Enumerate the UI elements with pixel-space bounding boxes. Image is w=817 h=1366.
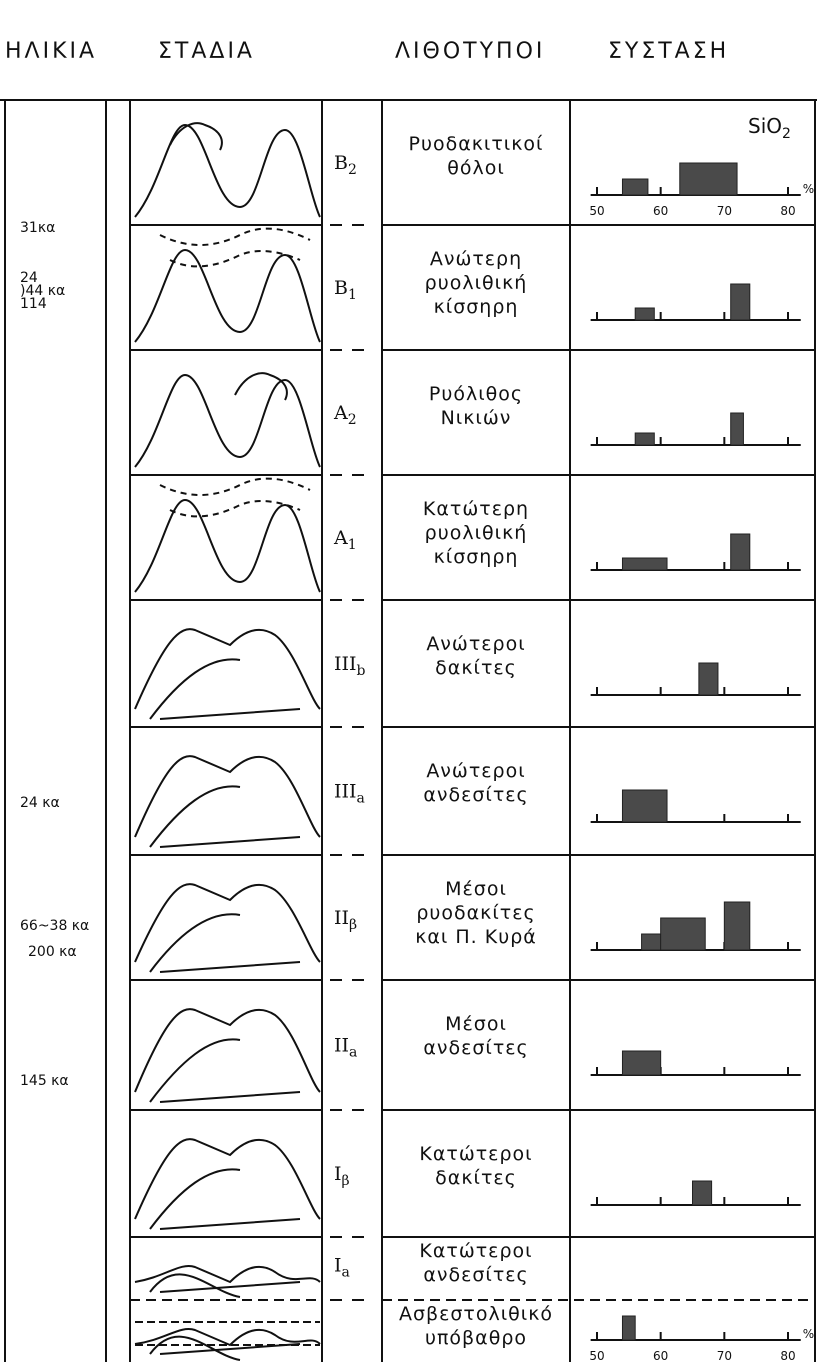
age-label: 114 [20,296,47,312]
stage-sub: 2 [348,162,357,178]
tick-label: 80 [780,1349,795,1362]
tick-label: 70 [717,204,732,218]
histogram-bar [642,934,661,950]
histogram-bar [622,558,667,570]
lithotype: κίσσηρη [434,296,519,318]
stage-main: II [334,1035,349,1057]
stage-main: A [333,527,348,549]
stage-sub: 1 [348,537,357,553]
stage-main: III [334,653,357,675]
histogram-bar [731,413,744,445]
lithotype: ανδεσίτες [423,784,528,806]
lithotype: κίσσηρη [434,546,519,568]
histogram-bar [622,179,647,195]
stage-sub: a [349,1045,357,1061]
header-composition: ΣΥΣΤΑΣΗ [608,39,729,64]
header-stages: ΣΤΑΔΙΑ [158,39,255,64]
histogram-bar [622,1316,635,1340]
stage-sub: b [357,663,366,679]
lithotype: Ανώτερη [430,248,522,270]
axis-unit: % [803,182,814,196]
lithotype: Κατώτεροι [419,1143,532,1165]
lithotype: ανδεσίτες [423,1264,528,1286]
histogram-bar [635,433,654,445]
lithotype: Ανώτεροι [426,760,525,782]
stage-sub: β [349,917,357,933]
lithotype: Κατώτεροι [419,1240,532,1262]
lithotype: δακίτες [435,1167,517,1189]
axis-unit: % [803,1327,814,1341]
stage-main: B [334,277,348,299]
header-age: ΗΛΙΚΙΑ [5,39,97,64]
age-label: 66~38 κα [20,918,89,934]
stage-sub: a [342,1265,350,1281]
age-label: 200 κα [28,944,77,960]
stage-sub: 2 [348,412,357,428]
lithotype: Νικιών [441,407,512,429]
tick-label: 60 [653,204,668,218]
lithotype: Ρυοδακιτικοί [409,133,544,155]
tick-label: 70 [717,1349,732,1362]
stage-sub: 1 [348,287,357,303]
stage-sub: β [342,1173,350,1189]
tick-label: 50 [589,204,604,218]
stage-sub: a [357,790,365,806]
lithotype: Κατώτερη [423,498,529,520]
lithotype: ρυολιθική [425,522,528,544]
page: ΗΛΙΚΙΑ ΣΤΑΔΙΑ ΛΙΘΟΤΥΠΟΙ ΣΥΣΤΑΣΗ SiO2B2Ρυ… [0,0,817,1362]
lithotype: υπόβαθρο [425,1327,527,1349]
lithotype: Μέσοι [445,1013,507,1035]
background [0,0,817,1362]
stage-main: B [334,152,348,174]
lithotype: Ασβεστολιθικό [399,1303,553,1325]
lithotype: δακίτες [435,657,517,679]
histogram-bar [680,163,737,195]
age-label: 31κα [20,220,55,236]
histogram-bar [731,534,750,570]
header-lithotypes: ΛΙΘΟΤΥΠΟΙ [395,39,545,64]
histogram-bar [724,902,749,950]
stage-main: I [334,1163,342,1185]
stage-main: II [334,907,349,929]
stage-main: A [333,402,348,424]
lithotype: ρυολιθική [425,272,528,294]
histogram-bar [635,308,654,320]
lithotype: ρυοδακίτες [416,902,535,924]
lithotype: Ρυόλιθος [429,383,523,405]
histogram-bar [661,918,706,950]
histogram-bar [622,1051,660,1075]
age-label: 145 κα [20,1073,69,1089]
lithotype: Ανώτεροι [426,633,525,655]
stage-main: III [334,780,357,802]
tick-label: 60 [653,1349,668,1362]
lithotype: ανδεσίτες [423,1037,528,1059]
stage-main: I [334,1255,342,1277]
lithotype: και Π. Κυρά [415,926,537,948]
histogram-bar [699,663,718,695]
tick-label: 80 [780,204,795,218]
histogram-bar [731,284,750,320]
lithotype: Μέσοι [445,878,507,900]
histogram-bar [693,1181,712,1205]
lithotype: θόλοι [447,157,505,179]
tick-label: 50 [589,1349,604,1362]
age-label: 24 κα [20,795,60,811]
histogram-bar [622,790,667,822]
